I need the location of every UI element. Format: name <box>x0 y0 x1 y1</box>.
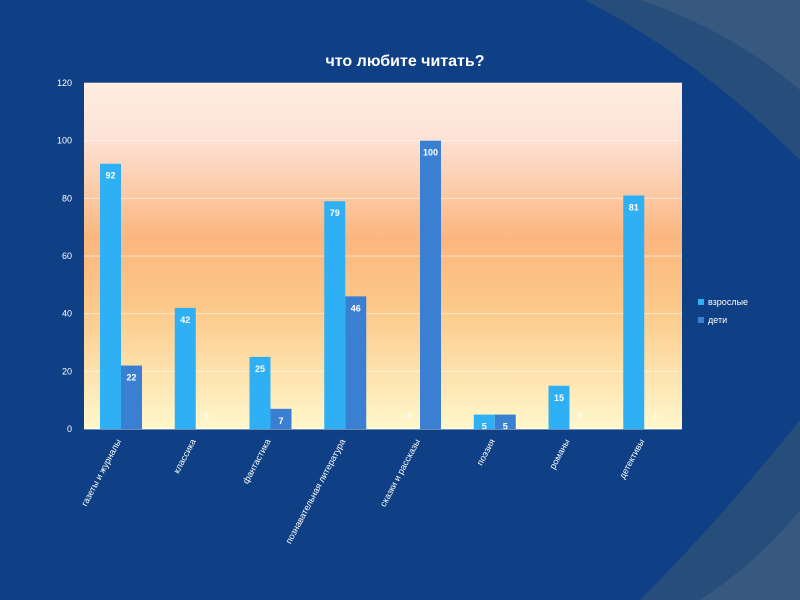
y-tick-label: 40 <box>62 309 72 319</box>
data-label: 7 <box>278 416 283 426</box>
y-tick-label: 20 <box>62 366 72 376</box>
data-label: 0 <box>652 411 657 421</box>
data-label: 22 <box>126 373 136 383</box>
y-tick-label: 100 <box>57 136 72 146</box>
legend-label: дети <box>708 315 727 325</box>
bar <box>494 414 516 429</box>
legend-label: взрослые <box>708 297 748 307</box>
data-label: 92 <box>105 171 115 181</box>
x-tick-label: сказки и рассказы <box>378 437 422 508</box>
y-tick-label: 80 <box>62 193 72 203</box>
data-label: 79 <box>330 208 340 218</box>
data-label: 5 <box>482 422 487 432</box>
data-label: 5 <box>503 422 508 432</box>
chart-title: что любите читать? <box>326 53 485 70</box>
x-tick-label: классика <box>171 437 197 475</box>
bars: 92 22 42 0 25 7 79 46 0 100 5 5 15 0 81 0 <box>100 140 657 432</box>
x-tick-label: поэзия <box>475 437 497 467</box>
data-label: 100 <box>423 148 438 158</box>
data-label: 25 <box>255 364 265 374</box>
legend-swatch <box>698 317 704 323</box>
bar <box>324 201 346 429</box>
bar <box>100 163 121 429</box>
data-label: 0 <box>577 411 582 421</box>
bar <box>249 356 271 429</box>
y-tick-label: 120 <box>57 78 72 88</box>
bar <box>473 414 495 429</box>
bar <box>420 140 441 429</box>
x-tick-label: познавательная литература <box>284 437 348 545</box>
bar <box>121 365 142 429</box>
x-tick-label: романы <box>547 437 571 471</box>
bar <box>270 408 292 429</box>
y-tick-label: 60 <box>62 251 72 261</box>
data-label: 15 <box>554 393 564 403</box>
x-tick-label: детективы <box>617 437 646 480</box>
data-label: 0 <box>204 411 209 421</box>
data-label: 0 <box>407 411 412 421</box>
bar <box>623 195 645 429</box>
bar <box>548 385 570 429</box>
bar <box>174 307 196 429</box>
y-tick-label: 0 <box>67 424 72 434</box>
data-label: 81 <box>629 202 639 212</box>
data-label: 46 <box>351 303 361 313</box>
x-axis: газеты и журналы классика фантастика познав… <box>79 437 646 545</box>
legend: взрослые дети <box>698 297 748 325</box>
x-tick-label: фантастика <box>241 437 273 485</box>
legend-swatch <box>698 299 704 305</box>
bar <box>345 296 367 429</box>
data-label: 42 <box>180 315 190 325</box>
x-tick-label: газеты и журналы <box>79 437 123 508</box>
